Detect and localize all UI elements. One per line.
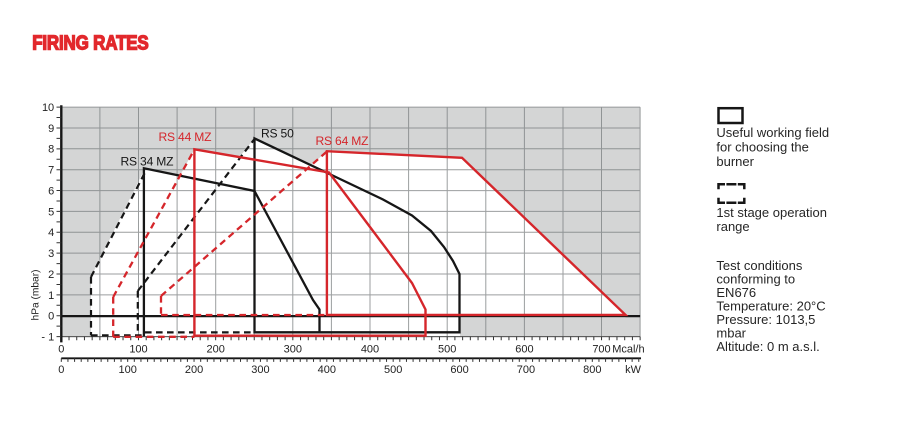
svg-text:kW: kW — [625, 364, 642, 376]
svg-text:3: 3 — [48, 248, 54, 260]
svg-text:- 1: - 1 — [41, 332, 54, 344]
svg-text:400: 400 — [361, 343, 379, 355]
svg-text:RS 50: RS 50 — [261, 127, 294, 141]
svg-text:9: 9 — [48, 123, 54, 135]
svg-text:6: 6 — [48, 186, 54, 198]
svg-text:FIRING RATES: FIRING RATES — [32, 31, 148, 54]
svg-text:200: 200 — [207, 343, 225, 355]
svg-text:Pressure: 1013,5: Pressure: 1013,5 — [716, 312, 815, 327]
svg-text:range: range — [716, 219, 749, 234]
svg-text:5: 5 — [48, 206, 54, 218]
svg-text:2: 2 — [48, 269, 54, 281]
svg-text:EN676: EN676 — [716, 285, 756, 300]
svg-text:Mcal/h: Mcal/h — [612, 343, 644, 355]
svg-text:500: 500 — [438, 343, 456, 355]
svg-text:500: 500 — [384, 364, 402, 376]
svg-text:burner: burner — [716, 154, 754, 169]
svg-text:Altitude: 0 m a.s.l.: Altitude: 0 m a.s.l. — [716, 339, 819, 354]
svg-text:1st stage operation: 1st stage operation — [716, 205, 827, 220]
svg-text:400: 400 — [318, 364, 336, 376]
svg-text:10: 10 — [42, 102, 54, 114]
svg-text:Test conditions: Test conditions — [716, 258, 802, 273]
svg-text:RS 34 MZ: RS 34 MZ — [121, 155, 175, 169]
svg-text:mbar: mbar — [716, 325, 746, 340]
svg-text:800: 800 — [583, 364, 601, 376]
svg-text:4: 4 — [48, 227, 54, 239]
svg-text:700: 700 — [592, 343, 610, 355]
svg-text:7: 7 — [48, 165, 54, 177]
svg-text:hPa (mbar): hPa (mbar) — [31, 270, 42, 321]
svg-text:8: 8 — [48, 144, 54, 156]
svg-text:200: 200 — [185, 364, 203, 376]
svg-text:300: 300 — [284, 343, 302, 355]
svg-text:Temperature: 20°C: Temperature: 20°C — [716, 298, 825, 313]
svg-text:for choosing the: for choosing the — [716, 139, 809, 154]
svg-text:0: 0 — [58, 364, 64, 376]
svg-text:600: 600 — [515, 343, 533, 355]
svg-text:0: 0 — [48, 311, 54, 323]
svg-text:0: 0 — [58, 343, 64, 355]
svg-text:1: 1 — [48, 290, 54, 302]
svg-text:700: 700 — [517, 364, 535, 376]
svg-text:300: 300 — [251, 364, 269, 376]
svg-text:RS 64 MZ: RS 64 MZ — [316, 134, 370, 148]
svg-text:conforming to: conforming to — [716, 272, 795, 287]
svg-text:RS 44 MZ: RS 44 MZ — [159, 130, 213, 144]
svg-text:100: 100 — [119, 364, 137, 376]
svg-text:600: 600 — [450, 364, 468, 376]
svg-text:100: 100 — [129, 343, 147, 355]
svg-text:Useful working field: Useful working field — [716, 125, 829, 140]
